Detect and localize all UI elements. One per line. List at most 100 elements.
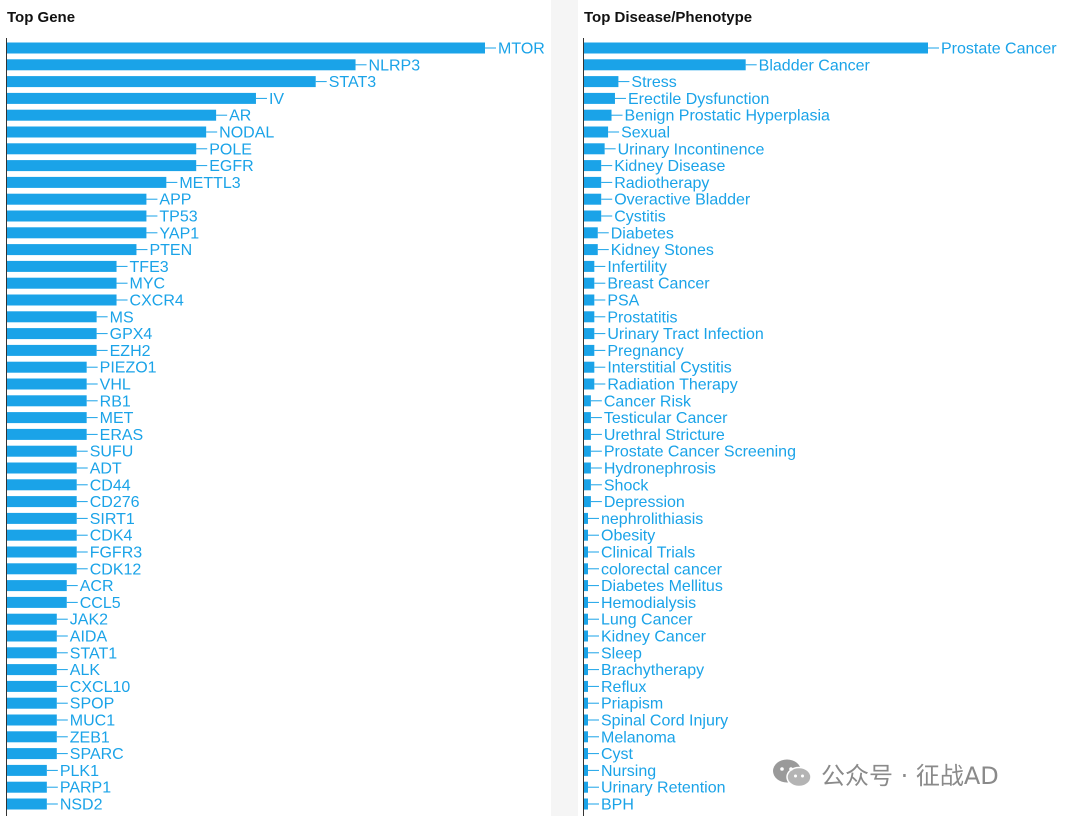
- bar-label: Kidney Cancer: [601, 629, 707, 646]
- bar: [584, 479, 591, 491]
- bar-label: Urinary Tract Infection: [607, 326, 764, 343]
- bar: [584, 731, 588, 743]
- bar: [584, 395, 591, 407]
- bar: [7, 764, 47, 776]
- bar: [584, 42, 928, 54]
- bar: [584, 126, 609, 138]
- bar-label: MTOR: [498, 41, 545, 58]
- chart-title: Top Gene: [7, 9, 76, 26]
- bar: [7, 546, 77, 558]
- bar-label: Cystitis: [614, 209, 666, 226]
- bar: [584, 630, 588, 642]
- bar-label: Overactive Bladder: [614, 192, 751, 209]
- bar: [7, 260, 117, 272]
- bar: [7, 395, 87, 407]
- bar: [7, 529, 77, 541]
- bar: [7, 412, 87, 424]
- bar: [584, 361, 595, 373]
- bar-label: Erectile Dysfunction: [628, 91, 769, 108]
- bar: [584, 176, 602, 188]
- bar: [7, 361, 87, 373]
- bar-label: Infertility: [607, 259, 667, 276]
- bar: [584, 512, 588, 524]
- bar-label: PTEN: [149, 242, 192, 259]
- bar-label: SPARC: [70, 746, 124, 763]
- bar-label: Shock: [604, 477, 649, 494]
- bar: [7, 664, 57, 676]
- bar-label: SUFU: [90, 444, 134, 461]
- bar: [584, 160, 602, 172]
- bar-label: CDK12: [90, 561, 142, 578]
- bar-label: METTL3: [179, 175, 240, 192]
- bar-label: MUC1: [70, 713, 115, 730]
- bar: [584, 764, 588, 776]
- bar-label: nephrolithiasis: [601, 511, 703, 528]
- bar: [7, 294, 117, 306]
- bar: [584, 311, 595, 323]
- bar: [584, 227, 598, 239]
- bar-label: CCL5: [80, 595, 121, 612]
- bar: [584, 496, 591, 508]
- bar: [7, 731, 57, 743]
- bar-label: ZEB1: [70, 729, 110, 746]
- bar-label: RB1: [100, 393, 131, 410]
- bar: [7, 143, 197, 155]
- bar-label: YAP1: [159, 225, 199, 242]
- bar: [584, 143, 605, 155]
- bar: [584, 748, 588, 760]
- bar: [7, 59, 356, 71]
- bar: [584, 664, 588, 676]
- bar: [7, 714, 57, 726]
- bar-label: Urethral Stricture: [604, 427, 725, 444]
- bar: [584, 798, 588, 810]
- bar-label: ALK: [70, 662, 101, 679]
- bar: [584, 378, 595, 390]
- bar-label: Urinary Retention: [601, 780, 726, 797]
- bar: [7, 92, 256, 104]
- bar: [7, 378, 87, 390]
- bar-label: Prostatitis: [607, 309, 677, 326]
- bar: [584, 193, 602, 205]
- bar: [7, 109, 217, 121]
- bar: [584, 210, 602, 222]
- bar-label: MET: [100, 410, 134, 427]
- bar-label: Prostate Cancer Screening: [604, 444, 796, 461]
- bar-label: Radiation Therapy: [607, 377, 737, 394]
- bar-label: PARP1: [60, 780, 111, 797]
- bar: [584, 294, 595, 306]
- bar-label: Diabetes: [611, 225, 674, 242]
- bar-label: PLK1: [60, 763, 99, 780]
- watermark-text: 公众号 · 征战AD: [821, 761, 999, 790]
- bar-label: Sleep: [601, 645, 642, 662]
- bar: [7, 613, 57, 625]
- bar-label: GPX4: [110, 326, 153, 343]
- bar: [7, 798, 47, 810]
- bar-label: NODAL: [219, 125, 274, 142]
- bar-label: AIDA: [70, 629, 108, 646]
- bar: [584, 529, 588, 541]
- bar-label: Depression: [604, 494, 685, 511]
- bar-label: AR: [229, 108, 251, 125]
- bar: [7, 445, 77, 457]
- bar-label: Benign Prostatic Hyperplasia: [625, 108, 831, 125]
- bar-label: TFE3: [130, 259, 169, 276]
- bar: [7, 697, 57, 709]
- bar: [7, 580, 67, 592]
- bar-label: SPOP: [70, 696, 114, 713]
- bar: [584, 462, 591, 474]
- bar: [584, 244, 598, 256]
- bar: [584, 260, 595, 272]
- bar-label: Urinary Incontinence: [618, 141, 765, 158]
- bar: [584, 109, 612, 121]
- bar: [584, 613, 588, 625]
- bar-label: Stress: [631, 74, 676, 91]
- bar-label: Spinal Cord Injury: [601, 713, 728, 730]
- bar-label: EZH2: [110, 343, 151, 360]
- bar: [584, 714, 588, 726]
- bar: [7, 630, 57, 642]
- bar-label: Kidney Disease: [614, 158, 725, 175]
- bar-label: Diabetes Mellitus: [601, 578, 723, 595]
- bar-label: Hydronephrosis: [604, 461, 716, 478]
- bar: [584, 563, 588, 575]
